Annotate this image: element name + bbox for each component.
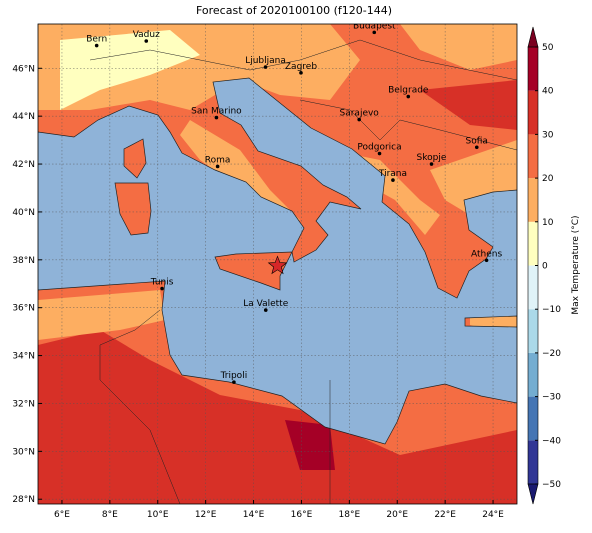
city-label: Belgrade [388, 86, 429, 96]
colorbar-tick-label: −30 [542, 393, 561, 403]
colorbar-level [528, 178, 538, 222]
city-dot [214, 115, 219, 120]
city-label: Sarajevo [340, 109, 380, 119]
x-tick-label: 16°E [291, 510, 313, 520]
x-tick-label: 12°E [195, 510, 217, 520]
x-tick-label: 14°E [243, 510, 265, 520]
x-tick-label: 20°E [386, 510, 408, 520]
x-tick-label: 18°E [339, 510, 361, 520]
city-dot [263, 65, 268, 69]
city-label: Athens [471, 249, 502, 259]
city-label: Tunis [150, 278, 174, 288]
axes: 6°E 8°E 10°E 12°E 14°E 16°E 18°E 20°E 22°E 24°E 28… [12, 64, 504, 520]
city-label: San Marino [191, 107, 242, 117]
x-tick-label: 10°E [147, 510, 169, 520]
city-label: Zagreb [285, 62, 317, 72]
y-tick-label: 30°N [12, 447, 35, 457]
city-label: Ljubljana [245, 56, 286, 66]
x-tick-label: 24°E [482, 510, 504, 520]
city-label: Skopje [417, 153, 447, 163]
colorbar-level [528, 134, 538, 179]
city-dot [357, 117, 361, 122]
map-frame [37, 23, 518, 505]
colorbar-tick-label: 50 [542, 43, 554, 53]
y-tick-label: 34°N [12, 352, 35, 362]
colorbar-tick-label: 30 [542, 130, 554, 140]
colorbar-label: Max Temperature (°C) [571, 215, 581, 314]
colorbar-level [528, 47, 538, 91]
city-dot [474, 145, 479, 150]
y-tick-label: 32°N [12, 399, 35, 409]
x-tick-label: 8°E [102, 510, 118, 520]
colorbar-level [528, 440, 538, 484]
city-dot [406, 94, 411, 99]
city-dot [144, 39, 149, 43]
city-dot [299, 71, 303, 75]
y-tick-label: 36°N [12, 304, 35, 314]
city-label: Tirana [378, 169, 407, 179]
colorbar-extend-low [527, 483, 539, 505]
city-label: Roma [205, 155, 231, 165]
colorbar-tick-label: 40 [542, 87, 554, 97]
city-dot [429, 162, 434, 166]
colorbar-level [528, 90, 538, 135]
colorbar-level [528, 396, 538, 441]
city-label: Budapest [353, 21, 396, 31]
city-dot [391, 178, 395, 182]
city-label: Sofia [466, 136, 488, 146]
city-dot [377, 151, 382, 156]
y-tick-label: 46°N [12, 64, 35, 74]
event-marker [267, 255, 288, 275]
city-label: Podgorica [357, 143, 401, 153]
city-dot [160, 286, 164, 291]
colorbar-level [528, 352, 538, 397]
coastlines [38, 39, 517, 504]
colorbar-level [528, 309, 538, 353]
colorbar-tick-label: −40 [542, 436, 561, 446]
y-tick-label: 38°N [12, 256, 35, 266]
colorbar: −50 −40 −30 −20 −10 0 10 20 30 40 50 [527, 26, 561, 505]
x-tick-label: 6°E [54, 510, 70, 520]
colorbar-level [528, 265, 538, 310]
colorbar-tick-label: 20 [542, 174, 554, 184]
city-label: La Valette [243, 299, 288, 309]
colorbar-tick-label: 10 [542, 218, 554, 228]
y-tick-label: 42°N [12, 160, 35, 170]
y-tick-label: 40°N [12, 208, 35, 218]
city-dot [263, 308, 268, 312]
colorbar-tick-label: −50 [542, 480, 561, 490]
city-dot [372, 30, 377, 35]
colorbar-level [528, 221, 538, 266]
y-tick-label: 28°N [12, 495, 35, 505]
x-tick-label: 22°E [434, 510, 456, 520]
city-label: Bern [86, 35, 107, 45]
colorbar-tick-label: −10 [542, 305, 561, 315]
city-dot [94, 43, 99, 48]
city-dot [232, 380, 236, 384]
colorbar-tick-label: 0 [542, 262, 548, 272]
y-tick-label: 44°N [12, 112, 35, 122]
city-dot [215, 164, 220, 169]
graticule [38, 24, 517, 504]
colorbar-tick-label: −20 [542, 349, 561, 359]
city-dot [484, 258, 489, 263]
city-label: Tripoli [220, 371, 248, 381]
city-label: Vaduz [133, 30, 160, 40]
title: Forecast of 2020100100 (f120-144) [196, 4, 392, 17]
colorbar-extend-high [527, 26, 539, 48]
